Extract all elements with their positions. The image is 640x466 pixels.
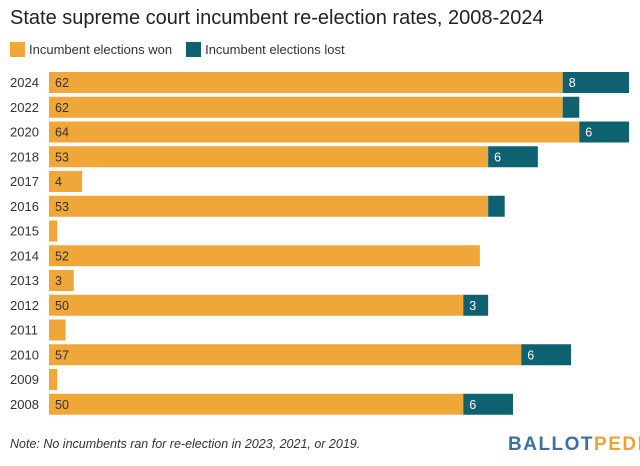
y-tick-label: 2015 [10,224,39,239]
data-label-won: 64 [55,126,69,140]
y-tick-label: 2012 [10,298,39,313]
legend-item-won: Incumbent elections won [10,41,173,57]
bar-won [49,344,522,366]
y-tick-label: 2013 [10,273,39,288]
data-label-won: 62 [55,76,69,90]
data-label-won: 4 [55,175,62,189]
bar-won [49,72,563,93]
data-label-won: 53 [55,200,69,214]
y-tick-label: 2018 [10,149,39,164]
legend-label-won: Incumbent elections won [29,41,173,57]
bar-won [49,393,464,415]
data-label-won: 50 [55,299,69,313]
bar-won [49,121,580,143]
bar-won [49,220,58,242]
bar-won [49,195,489,217]
y-tick-label: 2011 [10,323,38,338]
data-label-won: 53 [55,150,69,164]
y-tick-label: 2017 [10,174,39,189]
data-label-lost: 8 [569,76,576,90]
bar-won [49,319,66,341]
data-label-won: 52 [55,249,69,263]
bar-chart: 2024 62 8 2022 62 2020 64 6 2018 53 6 2017 4 2016 53 20… [10,72,629,415]
y-tick-label: 2016 [10,199,39,214]
legend-item-lost: Incumbent elections lost [186,41,345,57]
ballotpedia-logo: BALLOTPEDIA [508,434,640,456]
legend-swatch-lost [186,41,202,57]
bar-lost [562,96,580,118]
y-tick-label: 2024 [10,75,39,90]
data-label-lost: 6 [494,150,501,164]
legend-label-lost: Incumbent elections lost [205,41,345,57]
data-label-lost: 6 [585,126,592,140]
bar-won [49,294,464,316]
bar-lost [521,344,571,366]
chart-title: State supreme court incumbent re-electio… [10,7,544,29]
legend-swatch-won [10,41,25,57]
bar-won [49,245,480,267]
bar-lost [579,121,629,143]
bar-lost [463,294,489,316]
y-tick-label: 2010 [10,347,39,362]
data-label-lost: 6 [527,348,534,362]
bar-lost [562,72,629,93]
y-tick-label: 2022 [10,100,39,115]
bar-lost [463,393,513,415]
bar-won [49,171,83,192]
y-tick-label: 2008 [10,397,39,412]
data-label-won: 62 [55,101,69,115]
data-label-won: 3 [55,274,62,288]
y-tick-label: 2014 [10,248,39,263]
data-label-lost: 3 [469,299,476,313]
bar-won [49,96,563,118]
logo-part-pedia: PEDIA [594,434,640,455]
bar-won [49,270,74,291]
data-label-won: 50 [55,398,69,412]
logo-part-ballot: BALLOT [508,434,595,455]
data-label-won: 57 [55,348,69,362]
bar-lost [488,146,538,168]
bar-won [49,369,58,390]
bar-lost [488,195,505,217]
y-tick-label: 2020 [10,125,39,140]
bar-won [49,146,489,168]
legend: Incumbent elections won Incumbent electi… [10,41,359,57]
y-tick-label: 2009 [10,372,39,387]
chart-note: Note: No incumbents ran for re-election … [10,437,361,451]
data-label-lost: 6 [469,398,476,412]
